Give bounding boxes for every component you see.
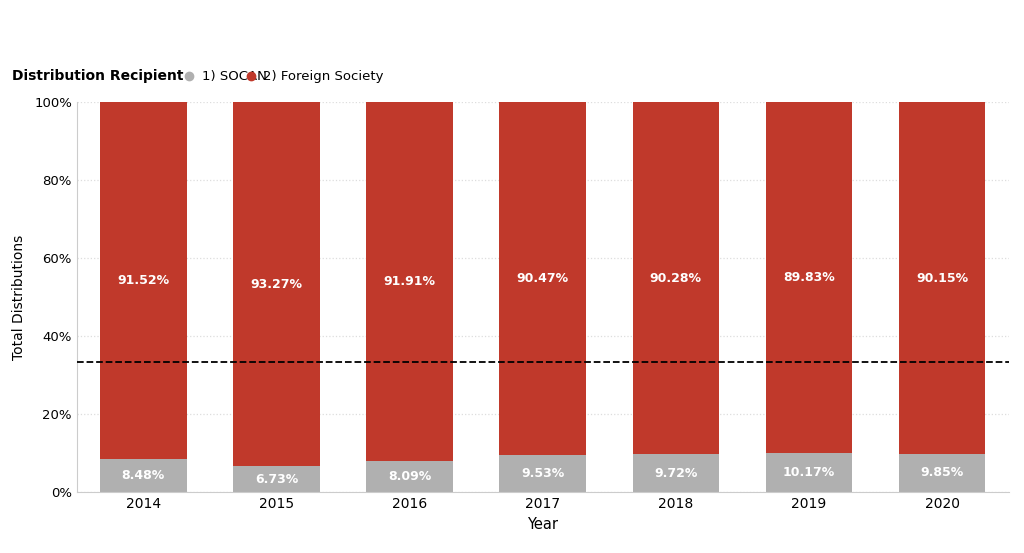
Bar [633,102,719,454]
Bar [233,466,319,492]
Text: 90.15%: 90.15% [916,272,968,285]
Bar [500,455,586,492]
Bar [500,102,586,455]
Text: 2) Foreign Society: 2) Foreign Society [263,70,384,82]
Text: 10.17%: 10.17% [782,466,836,479]
Bar [766,102,852,452]
Bar [367,102,453,461]
Bar [766,452,852,492]
X-axis label: Year: Year [527,517,558,531]
Text: 93.27%: 93.27% [251,278,302,291]
Y-axis label: Total Distributions: Total Distributions [11,234,26,360]
Text: 9.72%: 9.72% [654,467,697,479]
Text: Digital Media: Distributions to SOCAN Writers and Foreign Society Writers: Digital Media: Distributions to SOCAN Wr… [12,23,741,41]
Bar [100,102,186,459]
Bar [100,459,186,492]
Bar [367,461,453,492]
Text: 89.83%: 89.83% [783,271,835,284]
Bar [899,102,985,454]
Text: 91.91%: 91.91% [384,275,435,288]
Text: 91.52%: 91.52% [118,274,169,287]
Text: Distribution Recipient: Distribution Recipient [12,69,183,83]
Text: 90.28%: 90.28% [650,272,701,285]
Bar [899,454,985,492]
Text: 90.47%: 90.47% [517,272,568,285]
Text: 9.85%: 9.85% [921,467,964,479]
Bar [233,102,319,466]
Bar [633,454,719,492]
Text: 8.48%: 8.48% [122,469,165,482]
Text: 9.53%: 9.53% [521,467,564,480]
Text: 1) SOCAN: 1) SOCAN [202,70,266,82]
Text: 6.73%: 6.73% [255,473,298,486]
Text: 8.09%: 8.09% [388,470,431,483]
